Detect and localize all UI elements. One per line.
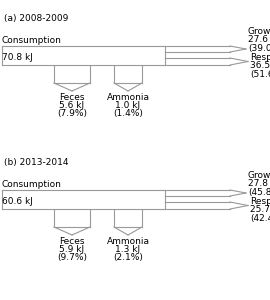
Text: 27.8 kJ: 27.8 kJ <box>248 179 270 188</box>
Text: (9.7%): (9.7%) <box>57 253 87 262</box>
Text: (a) 2008-2009: (a) 2008-2009 <box>4 14 68 23</box>
Text: Growth: Growth <box>248 171 270 180</box>
Text: 5.6 kJ: 5.6 kJ <box>59 101 85 110</box>
Text: 1.0 kJ: 1.0 kJ <box>116 101 141 110</box>
Text: 5.9 kJ: 5.9 kJ <box>59 245 85 254</box>
Text: 70.8 kJ: 70.8 kJ <box>2 53 33 62</box>
Text: 27.6 kJ: 27.6 kJ <box>248 35 270 44</box>
Text: Ammonia: Ammonia <box>106 237 150 246</box>
Text: 36.5 kJ: 36.5 kJ <box>250 61 270 70</box>
Text: Consumption: Consumption <box>2 36 62 45</box>
Text: Feces: Feces <box>59 93 85 102</box>
Text: Growth: Growth <box>248 27 270 36</box>
Text: (b) 2013-2014: (b) 2013-2014 <box>4 158 69 167</box>
Text: (39.0%): (39.0%) <box>248 44 270 53</box>
Text: 60.6 kJ: 60.6 kJ <box>2 197 33 206</box>
Text: Feces: Feces <box>59 237 85 246</box>
Text: (2.1%): (2.1%) <box>113 253 143 262</box>
Text: Respiration: Respiration <box>250 197 270 206</box>
Text: (45.8%): (45.8%) <box>248 188 270 197</box>
Text: 25.7 kJ: 25.7 kJ <box>250 206 270 214</box>
Text: Ammonia: Ammonia <box>106 93 150 102</box>
Text: (42.4%): (42.4%) <box>250 214 270 224</box>
Text: Respiration: Respiration <box>250 53 270 62</box>
Text: (1.4%): (1.4%) <box>113 109 143 118</box>
Text: (7.9%): (7.9%) <box>57 109 87 118</box>
Text: Consumption: Consumption <box>2 180 62 189</box>
Text: (51.6%): (51.6%) <box>250 70 270 80</box>
Text: 1.3 kJ: 1.3 kJ <box>116 245 141 254</box>
